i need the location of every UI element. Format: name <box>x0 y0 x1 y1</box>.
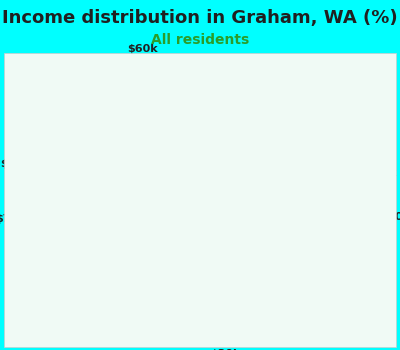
Text: Income distribution in Graham, WA (%): Income distribution in Graham, WA (%) <box>2 9 398 27</box>
Wedge shape <box>200 134 315 231</box>
Text: City-Data.com: City-Data.com <box>226 82 300 92</box>
Text: > $200k: > $200k <box>240 110 395 141</box>
Text: $150k: $150k <box>7 111 157 126</box>
Text: $200k: $200k <box>58 249 119 341</box>
Text: All residents: All residents <box>151 33 249 47</box>
Text: $20k: $20k <box>288 237 389 270</box>
Wedge shape <box>85 175 200 210</box>
Text: $60k: $60k <box>127 44 186 100</box>
Wedge shape <box>200 117 297 196</box>
Text: $40k: $40k <box>6 195 104 279</box>
Wedge shape <box>132 85 200 196</box>
Wedge shape <box>112 103 200 196</box>
Text: $30k: $30k <box>187 291 240 350</box>
Text: $75k: $75k <box>0 158 112 224</box>
Wedge shape <box>200 196 297 307</box>
Text: $10k: $10k <box>277 139 397 178</box>
Text: $125k: $125k <box>258 273 364 316</box>
Text: $50k: $50k <box>0 128 133 169</box>
FancyBboxPatch shape <box>4 52 396 346</box>
Wedge shape <box>200 81 284 196</box>
Wedge shape <box>172 81 200 196</box>
Text: $100k: $100k <box>296 185 400 222</box>
Wedge shape <box>138 196 228 311</box>
Wedge shape <box>200 196 309 258</box>
Wedge shape <box>87 123 200 196</box>
Wedge shape <box>86 196 200 293</box>
